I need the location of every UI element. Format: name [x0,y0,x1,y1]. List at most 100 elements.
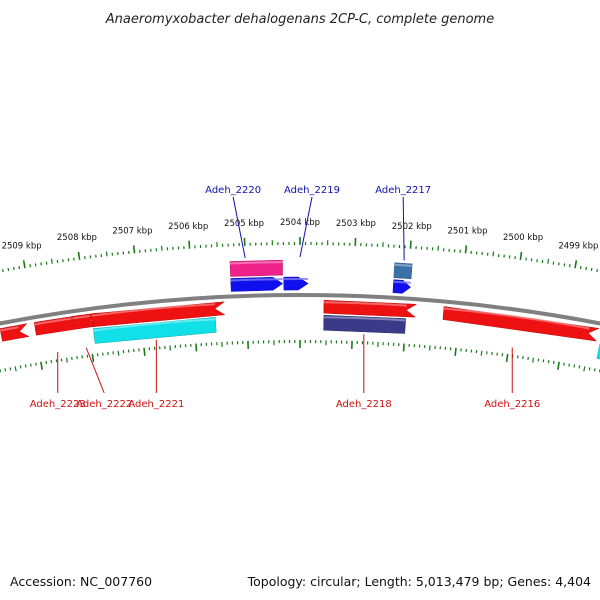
gene-adeh-2215-rev-outer [596,343,600,360]
gene-adeh-2215-rev-outer-body [596,343,600,360]
map-title: Anaeromyxobacter dehalogenans 2CP-C, com… [105,12,494,27]
label-adeh-2220-leader [232,196,246,259]
major-tick [132,245,136,254]
label-adeh-2219-leader [299,196,313,258]
label-adeh-2218: Adeh_2218 [336,399,392,410]
minor-tick [590,267,593,272]
gene-adeh-2221-rev-inner [90,301,226,327]
gene-adeh-2224-rev-inner [0,323,30,342]
label-adeh-2222: Adeh_2222 [76,399,132,410]
scale-tick-label: 2504 kbp [280,218,320,228]
minor-tick [547,258,550,264]
accession-text: Accession: NC_007760 [10,574,152,589]
gene-adeh-2218-rev-inner [323,299,418,318]
gene-adeh-2217-fwd-outer-highlight [394,263,413,267]
genome-backbone [0,292,600,326]
minor-tick [588,367,591,371]
label-adeh-2217: Adeh_2217 [375,185,431,196]
minor-tick [593,368,596,372]
scale-tick-label: 2507 kbp [112,226,152,236]
minor-tick [583,366,586,372]
major-tick [454,347,457,356]
minor-tick [596,268,598,273]
major-tick [464,245,468,254]
gene-adeh-2217-fwd-outer-body [393,262,413,280]
scale-tick-label: 2501 kbp [448,226,488,236]
gene-adeh-2221-rev-inner-body [90,301,226,327]
gene-adeh-2217-fwd-inner [392,279,411,294]
gene-adeh-2224-rev-inner-body [0,323,30,342]
gene-adeh-2216-rev-inner-highlight [443,307,590,330]
gene-adeh-2223-rev-inner-highlight [34,317,72,326]
minor-tick [50,258,53,264]
minor-tick [14,366,17,372]
gene-adeh-2218-rev-outer-highlight [323,316,406,322]
minor-tick [480,350,483,356]
minor-tick [563,362,565,366]
scale-tick-label: 2508 kbp [57,233,97,243]
scale-tick-label: 2505 kbp [224,219,264,229]
minor-tick [9,367,12,371]
minor-tick [7,267,10,272]
major-tick [40,361,43,370]
minor-tick [24,364,27,368]
major-tick [557,361,560,370]
gene-adeh-2220-fwd-outer-body [229,259,283,277]
gene-adeh-2221-rev-outer [92,317,217,344]
scale-tick-label: 2506 kbp [168,222,208,232]
label-adeh-2223: Adeh_2223 [30,399,86,410]
label-adeh-2221: Adeh_2221 [128,399,184,410]
major-tick [188,240,191,249]
minor-tick [117,350,120,356]
gene-adeh-2215-rev-outer-highlight [599,344,600,347]
gene-adeh-2220-fwd-outer-highlight [229,261,283,265]
major-tick [91,353,95,363]
scale-ticks: 2509 kbp 2508 kbp 2507 kbp 2506 kbp 2505 kbp… [0,218,600,373]
minor-tick [4,368,7,372]
gene-adeh-2221-rev-inner-highlight [91,303,215,317]
gene-adeh-2216-rev-inner [442,306,600,342]
label-adeh-2220: Adeh_2220 [205,185,261,196]
scale-tick-label: 2500 kbp [503,233,543,243]
minor-tick [578,365,581,369]
major-tick [519,251,523,260]
scale-tick-label: 2499 kbp [558,241,598,251]
gene-adeh-2218-rev-outer [323,314,407,334]
scale-tick-label: 2509 kbp [2,241,42,251]
minor-tick [568,363,571,367]
minor-tick [532,357,535,363]
minor-tick [18,266,21,270]
gene-adeh-2217-fwd-inner-highlight [393,280,411,284]
gene-adeh-2222-rev-inner-highlight [72,315,91,320]
gene-adeh-2220-fwd-outer [229,259,283,277]
gene-adeh-2221-rev-outer-highlight [93,318,216,332]
gene-adeh-2219-fwd-inner [283,276,309,291]
minor-tick [573,364,576,368]
gene-adeh-2217-fwd-inner-body [392,279,411,294]
minor-tick [19,365,22,369]
genome-summary-text: Topology: circular; Length: 5,013,479 bp… [247,574,591,589]
major-tick [143,347,146,356]
gene-labels: Adeh_2220 Adeh_2219 Adeh_2217Adeh_2223Adeh… [30,185,540,410]
minor-tick [2,268,4,273]
major-tick [22,260,26,269]
minor-tick [492,251,495,257]
label-adeh-2217-leader [402,196,405,261]
label-adeh-2222-leader [85,347,105,394]
label-adeh-2216: Adeh_2216 [484,399,540,410]
gene-adeh-2218-rev-inner-highlight [323,301,407,307]
gene-adeh-2220-fwd-inner-highlight [230,278,283,282]
major-tick [195,343,198,352]
scale-tick-label: 2503 kbp [336,219,376,229]
gene-adeh-2224-rev-inner-highlight [0,326,19,332]
label-adeh-2219: Adeh_2219 [284,185,340,196]
minor-tick [12,266,15,271]
major-tick [402,343,405,352]
minor-tick [29,363,32,367]
gene-adeh-2219-fwd-inner-body [283,276,309,291]
gene-features [0,259,600,360]
gene-adeh-2220-fwd-inner [230,276,284,292]
minor-tick [35,362,37,366]
